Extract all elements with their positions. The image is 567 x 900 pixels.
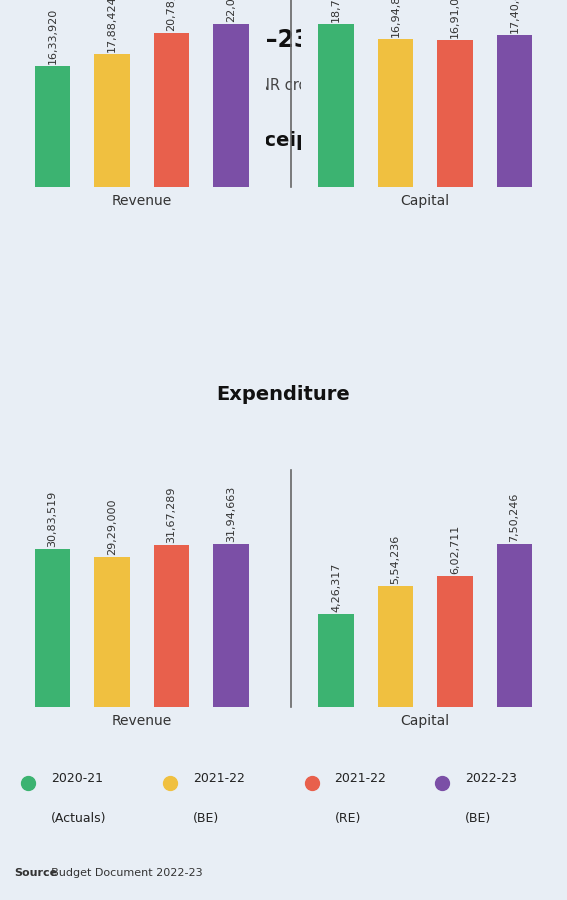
Text: Receipts: Receipts <box>236 130 331 149</box>
Bar <box>497 544 532 707</box>
Text: : Budget Document 2022-23: : Budget Document 2022-23 <box>44 868 202 878</box>
Text: 6,02,711: 6,02,711 <box>450 525 460 573</box>
Bar <box>213 23 249 187</box>
Text: 17,88,424: 17,88,424 <box>107 0 117 52</box>
Text: Revenue: Revenue <box>112 194 172 208</box>
Text: Budget 2022–23 at A Glance: Budget 2022–23 at A Glance <box>96 28 471 52</box>
Text: 18,75,916: 18,75,916 <box>331 0 341 22</box>
Text: 16,91,064: 16,91,064 <box>450 0 460 38</box>
Text: 20,78,936: 20,78,936 <box>167 0 176 31</box>
Text: 31,94,663: 31,94,663 <box>226 485 236 542</box>
Bar <box>437 576 473 707</box>
Text: 5,54,236: 5,54,236 <box>391 535 400 584</box>
Text: 22,04,422: 22,04,422 <box>226 0 236 22</box>
Text: 17,40,487: 17,40,487 <box>509 0 519 33</box>
Bar <box>94 54 130 187</box>
Text: Revenue: Revenue <box>112 714 172 728</box>
Text: 2022-23: 2022-23 <box>465 771 517 785</box>
Text: Expenditure: Expenditure <box>217 385 350 404</box>
Text: 2021-22: 2021-22 <box>335 771 386 785</box>
Text: (BE): (BE) <box>193 812 219 825</box>
Text: (in INR crores): (in INR crores) <box>231 78 336 93</box>
Text: (RE): (RE) <box>335 812 361 825</box>
Bar <box>378 586 413 707</box>
Bar <box>497 35 532 187</box>
Text: Source: Source <box>14 868 57 878</box>
Text: Capital: Capital <box>401 194 450 208</box>
Text: Capital: Capital <box>401 714 450 728</box>
Bar <box>94 557 130 707</box>
Bar <box>154 33 189 187</box>
Bar <box>154 545 189 707</box>
Bar <box>318 23 354 187</box>
Text: 7,50,246: 7,50,246 <box>509 492 519 542</box>
Bar <box>318 614 354 707</box>
Text: 31,67,289: 31,67,289 <box>167 487 176 543</box>
Text: 2021-22: 2021-22 <box>193 771 244 785</box>
Text: 16,33,920: 16,33,920 <box>48 7 58 64</box>
Bar <box>35 549 70 707</box>
Bar <box>35 66 70 187</box>
Text: 2020-21: 2020-21 <box>51 771 103 785</box>
Text: 29,29,000: 29,29,000 <box>107 499 117 555</box>
Text: 16,94,812: 16,94,812 <box>391 0 400 38</box>
Bar <box>437 40 473 187</box>
Text: (Actuals): (Actuals) <box>51 812 107 825</box>
Text: (BE): (BE) <box>465 812 491 825</box>
Text: 30,83,519: 30,83,519 <box>48 491 58 547</box>
Bar <box>213 544 249 707</box>
Bar <box>378 40 413 187</box>
Text: 4,26,317: 4,26,317 <box>331 562 341 612</box>
